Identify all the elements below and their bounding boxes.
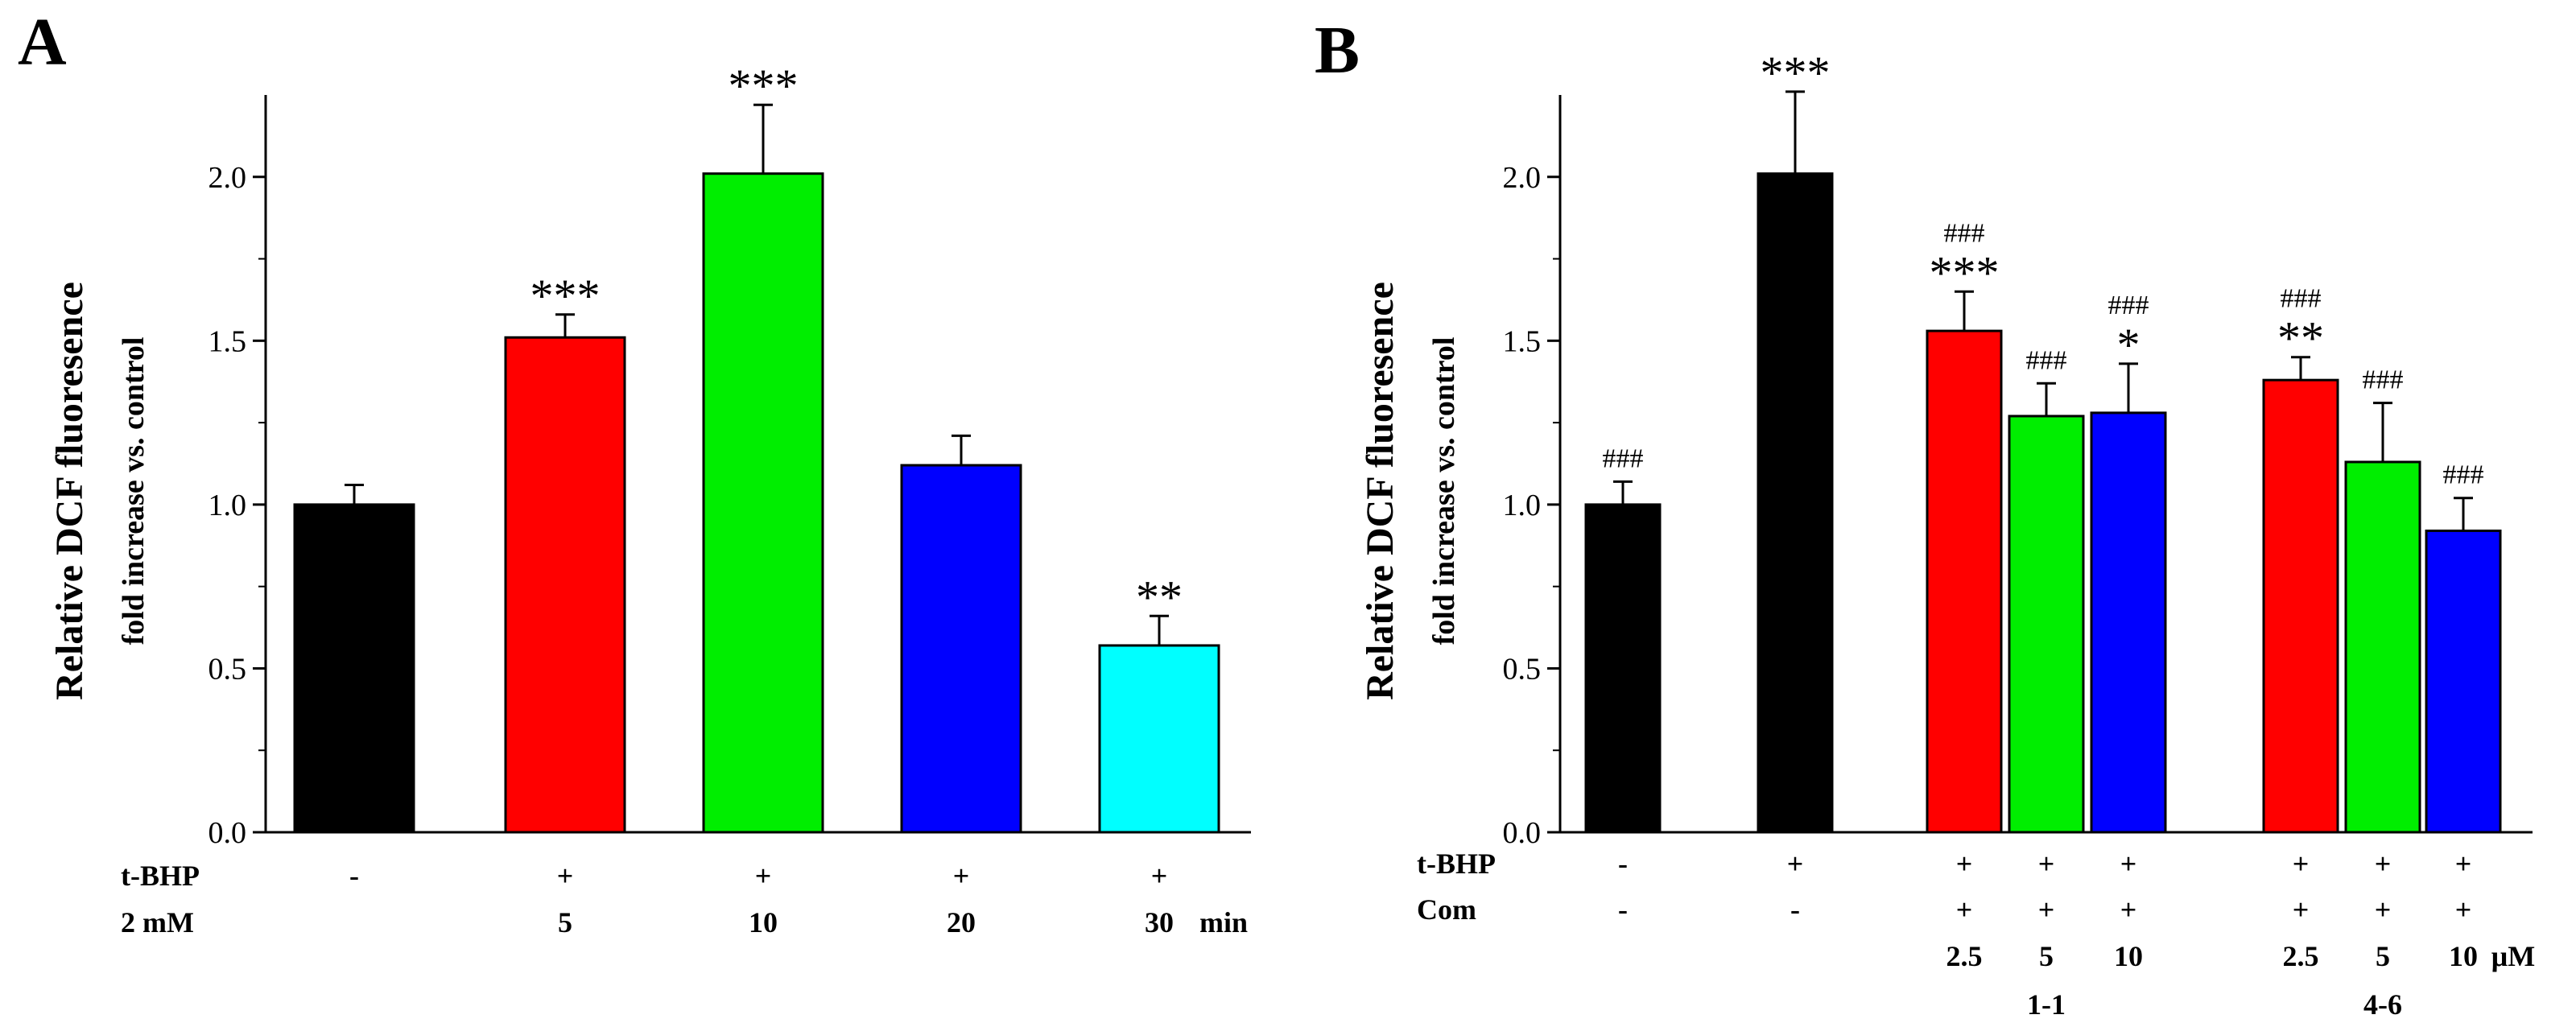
condition-value: + [2293, 893, 2310, 926]
bar [1757, 172, 1834, 834]
y-axis-title: Relative DCF fluoresence [48, 282, 91, 700]
condition-value: 10 [2449, 940, 2478, 972]
group-label: 4-6 [2363, 988, 2402, 1021]
condition-row-label: Com [1417, 893, 1476, 926]
condition-value: + [2375, 893, 2392, 926]
condition-value: + [1151, 860, 1168, 892]
condition-value: 10 [749, 906, 778, 938]
group-label: 1-1 [2027, 988, 2066, 1021]
bar [1926, 329, 2003, 834]
condition-value: - [1618, 848, 1628, 880]
bar [702, 172, 824, 834]
bar [504, 336, 626, 834]
bar [2090, 411, 2167, 834]
panel-label: A [18, 5, 67, 80]
condition-unit: μM [2491, 940, 2535, 972]
condition-value: + [2038, 848, 2055, 880]
significance-hash: ### [2026, 345, 2067, 375]
condition-value: 5 [2039, 940, 2054, 972]
y-tick-label: 0.0 [208, 816, 247, 850]
condition-value: + [2293, 848, 2310, 880]
condition-value: - [1618, 893, 1628, 926]
bar [1584, 503, 1662, 834]
panel-a: A Relative DCF fluoresence fold increase v… [18, 5, 1251, 938]
condition-value: 2.5 [1946, 940, 1983, 972]
condition-value: 5 [558, 906, 572, 938]
condition-value: + [1956, 893, 1973, 926]
condition-value: - [1790, 893, 1800, 926]
significance-hash: ### [1944, 218, 1985, 248]
condition-value: + [2120, 893, 2137, 926]
y-tick-label: 0.5 [1503, 652, 1542, 686]
condition-value: + [2120, 848, 2137, 880]
significance-stars: ** [1136, 571, 1183, 623]
condition-value: 5 [2376, 940, 2390, 972]
significance-stars: *** [1930, 246, 2000, 299]
y-tick-label: 2.0 [208, 161, 247, 195]
panel-b: B Relative DCF fluoresence fold increase v… [1315, 13, 2535, 1021]
y-axis-subtitle: fold increase vs. control [1427, 337, 1461, 646]
significance-stars: ** [2277, 312, 2324, 365]
condition-value: + [1787, 848, 1804, 880]
y-tick-label: 1.0 [1503, 489, 1542, 522]
significance-stars: *** [1761, 47, 1831, 99]
condition-value: + [2038, 893, 2055, 926]
significance-stars: * [2117, 319, 2140, 371]
condition-value: + [2455, 848, 2472, 880]
condition-row-label: 2 mM [121, 906, 194, 938]
significance-stars: *** [530, 270, 601, 322]
condition-value: 2.5 [2283, 940, 2319, 972]
bar [2425, 529, 2502, 834]
condition-row-label: t-BHP [121, 860, 200, 892]
bar [293, 503, 415, 834]
condition-row-label: t-BHP [1417, 848, 1496, 880]
significance-hash: ### [2108, 291, 2149, 320]
condition-value: 30 [1145, 906, 1174, 938]
condition-value: + [2455, 893, 2472, 926]
bar [2008, 415, 2085, 834]
y-tick-label: 1.5 [208, 324, 247, 358]
condition-value: 10 [2114, 940, 2143, 972]
condition-value: + [557, 860, 574, 892]
condition-value: - [349, 860, 359, 892]
y-tick-label: 2.0 [1503, 161, 1542, 195]
condition-unit: min [1199, 906, 1248, 938]
condition-value: + [953, 860, 970, 892]
significance-hash: ### [2363, 365, 2404, 395]
panel-label: B [1315, 13, 1360, 88]
y-axis-subtitle: fold increase vs. control [117, 337, 151, 646]
bar [1098, 644, 1220, 834]
y-tick-label: 1.0 [208, 489, 247, 522]
condition-value: + [1956, 848, 1973, 880]
y-tick-label: 0.0 [1503, 816, 1542, 850]
y-tick-label: 1.5 [1503, 324, 1542, 358]
bar [2344, 460, 2421, 834]
significance-stars: *** [729, 60, 799, 112]
y-tick-label: 0.5 [208, 652, 247, 686]
bar [900, 464, 1022, 834]
condition-value: + [2375, 848, 2392, 880]
significance-hash: ### [2443, 460, 2484, 490]
condition-value: 20 [947, 906, 976, 938]
significance-hash: ### [2281, 284, 2322, 314]
y-axis-title: Relative DCF fluoresence [1359, 282, 1402, 700]
bar [2262, 378, 2339, 834]
condition-value: + [755, 860, 772, 892]
significance-hash: ### [1603, 443, 1644, 473]
